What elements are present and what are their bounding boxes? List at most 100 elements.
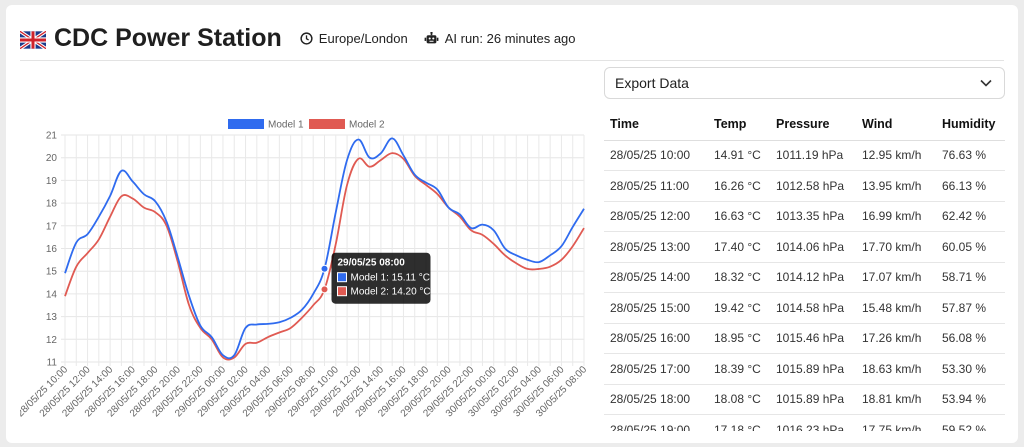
table-cell-humidity: 53.94 % <box>936 384 1005 415</box>
y-tick-label: 21 <box>46 131 58 142</box>
table-cell-wind: 17.26 km/h <box>856 323 936 354</box>
table-cell-wind: 18.81 km/h <box>856 384 936 415</box>
ai-run-info: AI run: 26 minutes ago <box>424 31 576 46</box>
table-cell-humidity: 57.87 % <box>936 292 1005 324</box>
table-cell-time: 28/05/25 17:00 <box>604 353 708 385</box>
chevron-down-icon <box>980 79 992 87</box>
forecast-table: Time Temp Pressure Wind Humidity 28/05/25 10… <box>604 109 1005 431</box>
column-header-pressure: Pressure <box>770 109 856 141</box>
table-row: 28/05/25 14:00 18.32 °C 1014.12 hPa 17.07 k… <box>604 262 1005 293</box>
table-cell-pressure: 1014.06 hPa <box>770 231 856 263</box>
table-cell-time: 28/05/25 10:00 <box>604 140 708 171</box>
y-tick-label: 14 <box>46 289 58 300</box>
table-cell-wind: 12.95 km/h <box>856 140 936 171</box>
forecast-chart[interactable]: 11 12 13 14 15 16 17 18 19 20 21 28/05/25 10:00 28/0… <box>15 105 590 435</box>
table-cell-wind: 17.07 km/h <box>856 262 936 293</box>
table-row: 28/05/25 13:00 17.40 °C 1014.06 hPa 17.70 k… <box>604 231 1005 263</box>
table-cell-humidity: 53.30 % <box>936 353 1005 385</box>
table-cell-time: 28/05/25 16:00 <box>604 323 708 354</box>
table-cell-time: 28/05/25 11:00 <box>604 170 708 202</box>
table-cell-temp: 18.08 °C <box>708 384 770 415</box>
column-header-humidity: Humidity <box>936 109 1005 141</box>
main-card: CDC Power Station Europe/London AI run: … <box>6 5 1018 443</box>
tooltip-swatch <box>337 272 347 283</box>
y-tick-label: 18 <box>46 199 58 210</box>
y-tick-label: 16 <box>46 244 58 255</box>
column-header-time: Time <box>604 109 708 141</box>
table-row: 28/05/25 11:00 16.26 °C 1012.58 hPa 13.95 k… <box>604 170 1005 202</box>
clock-icon <box>300 32 313 45</box>
tooltip-title: 29/05/25 08:00 <box>338 258 406 269</box>
y-tick-label: 20 <box>46 153 58 164</box>
table-cell-wind: 15.48 km/h <box>856 292 936 324</box>
table-cell-pressure: 1016.23 hPa <box>770 414 856 431</box>
column-header-temp: Temp <box>708 109 770 141</box>
robot-icon <box>424 32 439 44</box>
uk-flag-icon <box>20 30 46 49</box>
legend-swatch-model-1[interactable] <box>228 119 264 129</box>
table-cell-temp: 16.63 °C <box>708 201 770 232</box>
table-cell-temp: 14.91 °C <box>708 140 770 171</box>
table-cell-pressure: 1015.89 hPa <box>770 353 856 385</box>
table-cell-temp: 18.39 °C <box>708 353 770 385</box>
table-cell-pressure: 1014.58 hPa <box>770 292 856 324</box>
table-cell-humidity: 76.63 % <box>936 140 1005 171</box>
ai-run-text: AI run: 26 minutes ago <box>444 31 576 46</box>
table-cell-temp: 17.18 °C <box>708 414 770 431</box>
y-tick-label: 17 <box>46 221 58 232</box>
y-tick-label: 12 <box>46 335 58 346</box>
table-cell-wind: 17.75 km/h <box>856 414 936 431</box>
timezone-info: Europe/London <box>300 31 408 46</box>
table-cell-temp: 18.32 °C <box>708 262 770 293</box>
data-panel: Export Data Time Temp Pressure Wind Humidity… <box>604 67 1005 437</box>
legend-label-model-2[interactable]: Model 2 <box>349 120 385 131</box>
chart-tooltip <box>331 252 431 304</box>
page-title: CDC Power Station <box>54 24 282 52</box>
table-row: 28/05/25 17:00 18.39 °C 1015.89 hPa 18.63 k… <box>604 353 1005 385</box>
table-cell-time: 28/05/25 12:00 <box>604 201 708 232</box>
table-cell-time: 28/05/25 15:00 <box>604 292 708 324</box>
tooltip-swatch <box>337 286 347 297</box>
export-data-label: Export Data <box>615 75 689 91</box>
table-cell-time: 28/05/25 18:00 <box>604 384 708 415</box>
forecast-table-container[interactable]: Time Temp Pressure Wind Humidity 28/05/25 10… <box>604 109 1005 431</box>
y-tick-label: 11 <box>47 358 58 369</box>
hover-point-model-1 <box>320 264 329 273</box>
table-cell-pressure: 1015.89 hPa <box>770 384 856 415</box>
legend-swatch-model-2[interactable] <box>309 119 345 129</box>
table-cell-temp: 16.26 °C <box>708 170 770 202</box>
table-cell-pressure: 1013.35 hPa <box>770 201 856 232</box>
y-tick-label: 15 <box>46 267 58 278</box>
table-cell-humidity: 62.42 % <box>936 201 1005 232</box>
table-row: 28/05/25 15:00 19.42 °C 1014.58 hPa 15.48 k… <box>604 292 1005 324</box>
table-cell-wind: 16.99 km/h <box>856 201 936 232</box>
table-cell-wind: 13.95 km/h <box>856 170 936 202</box>
table-cell-humidity: 66.13 % <box>936 170 1005 202</box>
table-cell-pressure: 1011.19 hPa <box>770 140 856 171</box>
table-cell-wind: 18.63 km/h <box>856 353 936 385</box>
y-tick-label: 13 <box>46 312 58 323</box>
page-header: CDC Power Station Europe/London AI run: … <box>20 17 1004 61</box>
table-cell-humidity: 58.71 % <box>936 262 1005 293</box>
table-row: 28/05/25 18:00 18.08 °C 1015.89 hPa 18.81 k… <box>604 384 1005 415</box>
table-cell-time: 28/05/25 13:00 <box>604 231 708 263</box>
export-data-dropdown[interactable]: Export Data <box>604 67 1005 99</box>
y-tick-label: 19 <box>46 176 58 187</box>
timezone-text: Europe/London <box>318 31 408 46</box>
table-row: 28/05/25 19:00 17.18 °C 1016.23 hPa 17.75 k… <box>604 414 1005 431</box>
table-row: 28/05/25 16:00 18.95 °C 1015.46 hPa 17.26 k… <box>604 323 1005 354</box>
table-cell-temp: 19.42 °C <box>708 292 770 324</box>
table-cell-time: 28/05/25 19:00 <box>604 414 708 431</box>
legend-label-model-1[interactable]: Model 1 <box>268 120 304 131</box>
column-header-wind: Wind <box>856 109 936 141</box>
hover-point-model-2 <box>320 285 329 294</box>
table-cell-humidity: 56.08 % <box>936 323 1005 354</box>
table-cell-wind: 17.70 km/h <box>856 231 936 263</box>
table-header-row: Time Temp Pressure Wind Humidity <box>604 109 1005 141</box>
table-cell-humidity: 59.52 % <box>936 414 1005 431</box>
table-cell-pressure: 1012.58 hPa <box>770 170 856 202</box>
table-cell-temp: 17.40 °C <box>708 231 770 263</box>
table-row: 28/05/25 10:00 14.91 °C 1011.19 hPa 12.95 k… <box>604 140 1005 171</box>
table-cell-humidity: 60.05 % <box>936 231 1005 263</box>
